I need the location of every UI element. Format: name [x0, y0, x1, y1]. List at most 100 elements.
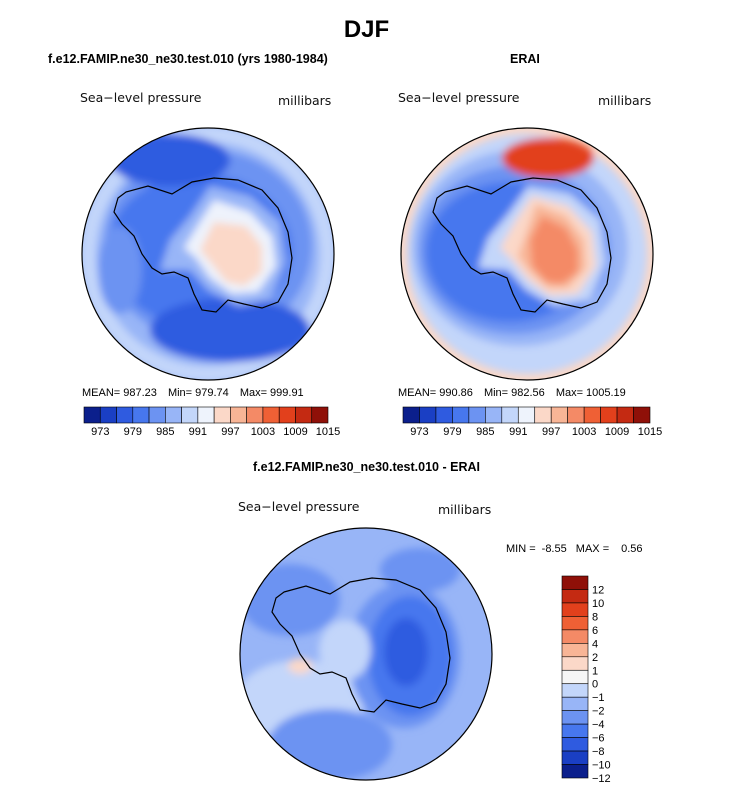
diff-min-label: MIN = [506, 543, 536, 555]
diff-units-label: millibars [438, 502, 492, 517]
diff-colorbar-swatch [561, 696, 589, 711]
diff-map-boundary [239, 527, 493, 781]
model-mean-value: 987.23 [123, 387, 157, 399]
model-coastline [113, 177, 293, 313]
diff-colorbar-label: 0 [592, 679, 598, 691]
model-colorbar-swatch [181, 406, 199, 424]
obs-colorbar-swatch [485, 406, 503, 424]
diff-colorbar-swatch [561, 669, 589, 685]
obs-colorbar-label: 979 [443, 426, 461, 438]
model-colorbar-swatch [295, 406, 313, 424]
figure-title: DJF [343, 16, 390, 43]
model-colorbar-swatch [165, 406, 182, 424]
model-map-boundary [81, 127, 335, 381]
diff-variable-label: Sea−level pressure [238, 499, 360, 514]
diff-colorbar-label: −10 [592, 760, 611, 772]
obs-coastline [432, 177, 612, 313]
diff-colorbar-swatch [561, 643, 589, 658]
diff-colorbar-swatch [561, 710, 589, 725]
obs-colorbar-label: 973 [410, 426, 428, 438]
obs-colorbar-swatch [435, 406, 453, 424]
model-max-label: Max= [239, 387, 268, 399]
model-min-label: Min= [167, 387, 193, 399]
model-colorbar: 973 979 985 991 997 1003 1009 1015 [83, 406, 340, 438]
diff-colorbar-swatch [561, 656, 589, 671]
model-colorbar-label: 1015 [316, 426, 340, 438]
diff-max-value: 0.56 [621, 543, 643, 555]
obs-colorbar-label: 1003 [572, 426, 596, 438]
obs-colorbar-label: 1009 [605, 426, 629, 438]
model-units-label: millibars [278, 93, 332, 108]
model-colorbar-swatch [83, 406, 101, 424]
obs-colorbar-swatch [633, 406, 651, 424]
obs-units-label: millibars [598, 93, 652, 108]
obs-min-value: 982.56 [511, 387, 545, 399]
model-colorbar-swatch [116, 406, 134, 424]
diff-colorbar-swatch [561, 683, 589, 698]
model-colorbar-label: 1009 [283, 426, 307, 438]
diff-colorbar-label: 6 [592, 625, 598, 637]
model-colorbar-swatch [262, 406, 280, 424]
model-colorbar-label: 991 [189, 426, 207, 438]
obs-colorbar-swatch [517, 406, 536, 424]
model-colorbar-label: 985 [156, 426, 174, 438]
model-colorbar-label: 1003 [251, 426, 275, 438]
diff-colorbar-label: 4 [592, 638, 598, 650]
obs-colorbar-swatch [501, 406, 519, 424]
obs-colorbar-label: 985 [476, 426, 494, 438]
diff-colorbar-label: −12 [592, 773, 611, 785]
obs-colorbar-swatch [600, 406, 618, 424]
diff-colorbar-label: −2 [592, 706, 605, 718]
model-colorbar-swatch [246, 406, 264, 424]
model-colorbar-swatch [99, 406, 117, 424]
model-colorbar-swatch [148, 406, 166, 424]
model-min-value: 979.74 [195, 387, 229, 399]
model-colorbar-swatch [278, 406, 296, 424]
obs-colorbar-swatch [402, 406, 420, 424]
model-colorbar-label: 997 [221, 426, 239, 438]
obs-colorbar-swatch [550, 406, 568, 424]
model-colorbar-label: 973 [91, 426, 109, 438]
obs-mean-label: MEAN= [398, 387, 437, 399]
obs-colorbar-label: 997 [542, 426, 560, 438]
obs-colorbar-label: 991 [509, 426, 527, 438]
diff-colorbar-swatch [561, 750, 589, 765]
diff-colorbar-swatch [561, 737, 589, 752]
obs-min-label: Min= [483, 387, 509, 399]
model-colorbar-swatch [311, 406, 329, 424]
diff-colorbar-label: −4 [592, 719, 605, 731]
obs-colorbar-swatch [583, 406, 601, 424]
model-stats: MEAN= 987.23 Min= 979.74 Max= 999.91 [82, 387, 312, 399]
diff-stats: MIN = -8.55 MAX = 0.56 [506, 543, 651, 555]
obs-colorbar-label: 1015 [638, 426, 662, 438]
diff-colorbar-swatch [561, 723, 589, 738]
diff-min-value: -8.55 [541, 543, 567, 555]
model-colorbar-swatch [230, 406, 247, 424]
diff-colorbar-swatch [561, 589, 589, 604]
diff-colorbar-swatch [561, 575, 589, 590]
model-colorbar-label: 979 [124, 426, 142, 438]
obs-colorbar-swatch [419, 406, 437, 424]
diff-colorbar-swatch [561, 629, 589, 644]
obs-max-value: 1005.19 [586, 387, 626, 399]
diff-colorbar-label: 8 [592, 611, 598, 623]
diff-panel-title: f.e12.FAMIP.ne30_ne30.test.010 - ERAI [253, 460, 480, 474]
diff-colorbar-label: 12 [592, 584, 604, 596]
model-panel-title: f.e12.FAMIP.ne30_ne30.test.010 (yrs 1980… [48, 52, 328, 66]
diff-colorbar-swatch [561, 764, 589, 779]
diff-colorbar-label: −6 [592, 733, 605, 745]
model-variable-label: Sea−level pressure [80, 90, 202, 105]
obs-colorbar-swatch [567, 406, 585, 424]
diff-colorbar-label: −1 [592, 692, 605, 704]
model-map [82, 128, 334, 380]
diff-colorbar-label: 2 [592, 652, 598, 664]
model-max-value: 999.91 [270, 387, 304, 399]
obs-colorbar-swatch [468, 406, 486, 424]
obs-variable-label: Sea−level pressure [398, 90, 520, 105]
obs-mean-value: 990.86 [439, 387, 473, 399]
diff-coastline [271, 577, 451, 713]
obs-panel-title: ERAI [510, 52, 540, 66]
diff-colorbar-label: −8 [592, 746, 605, 758]
